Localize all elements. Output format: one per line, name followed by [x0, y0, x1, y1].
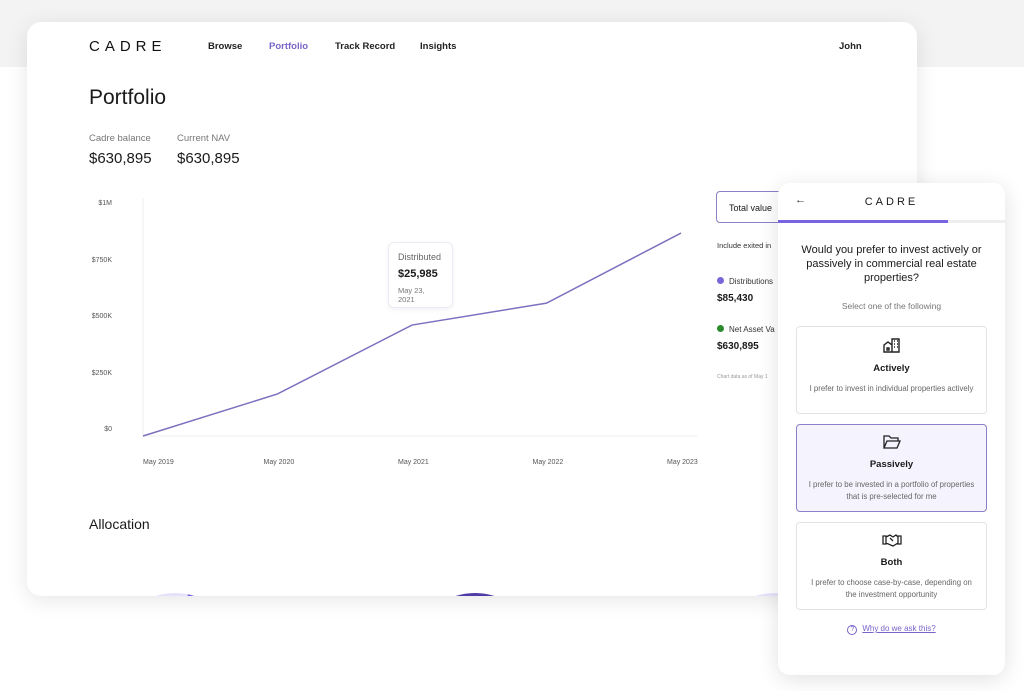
portfolio-line-chart	[142, 198, 697, 437]
question-circle-icon: ?	[847, 625, 858, 635]
select-value: Total value	[729, 203, 773, 213]
nav-track-record[interactable]: Track Record	[335, 41, 396, 52]
y-tick-label: $0	[104, 426, 112, 433]
progress-bar	[778, 220, 1005, 223]
x-tick-label: May 2019	[143, 459, 174, 466]
page-title: Portfolio	[89, 86, 167, 109]
question-subtitle: Select one of the following	[841, 301, 942, 311]
stat-value: $630,895	[89, 150, 152, 167]
legend-dot	[717, 277, 724, 284]
y-tick-label: $1M	[98, 200, 112, 207]
back-arrow-icon[interactable]: ←	[795, 194, 806, 206]
option-title: Passively	[869, 459, 914, 470]
buildings-icon	[882, 338, 900, 353]
y-tick-label: $500K	[91, 313, 112, 320]
stat-value: $630,895	[177, 150, 240, 167]
allocation-title: Allocation	[89, 516, 150, 532]
include-exited-toggle-label[interactable]: Include exited in	[717, 241, 772, 250]
x-tick-label: May 2021	[398, 459, 429, 466]
legend-value: $630,895	[717, 341, 759, 352]
option-passively[interactable]: Passively I prefer to be invested in a p…	[796, 424, 987, 512]
nav-insights[interactable]: Insights	[420, 41, 457, 52]
option-both[interactable]: Both I prefer to choose case-by-case, de…	[796, 522, 987, 610]
help-link[interactable]: ? Why do we ask this?	[778, 624, 1005, 635]
help-link-text[interactable]: Why do we ask this?	[862, 624, 936, 633]
option-title: Actively	[873, 363, 910, 374]
y-tick-label: $750K	[91, 256, 112, 264]
chart-note: Chart data as of May 1	[717, 374, 768, 380]
legend-label: Distributions	[729, 277, 774, 286]
stat-label: Cadre balance	[89, 133, 151, 144]
x-tick-label: May 2022	[532, 459, 564, 466]
progress-fill	[778, 220, 949, 223]
chart-tooltip: Distributed $25,985 May 23, 2021	[388, 242, 453, 308]
folder-icon	[882, 435, 901, 449]
option-description: I prefer to be invested in a portfolio o…	[808, 480, 975, 501]
x-tick-label: May 2023	[667, 459, 698, 466]
option-title: Both	[880, 557, 903, 568]
tooltip-label: Distributed	[398, 252, 442, 262]
nav-browse[interactable]: Browse	[208, 41, 243, 52]
tooltip-value: $25,985	[398, 268, 438, 280]
option-description: I prefer to choose case-by-case, dependi…	[811, 578, 972, 599]
modal-logo: CADRE	[864, 196, 919, 208]
option-actively[interactable]: Actively I prefer to invest in individua…	[796, 326, 987, 414]
onboarding-modal: ← CADRE Would you prefer to invest activ…	[778, 183, 1005, 675]
option-description: I prefer to invest in individual propert…	[809, 384, 974, 393]
legend-distributions: Distributions	[717, 277, 773, 286]
legend-label: Net Asset Va	[729, 325, 775, 334]
nav-portfolio[interactable]: Portfolio	[269, 41, 309, 52]
portfolio-window: CADRE Browse Portfolio Track Record Insi…	[27, 22, 917, 596]
tooltip-date: May 23, 2021	[398, 286, 425, 304]
legend-dot	[717, 325, 724, 332]
y-tick-label: $250K	[91, 369, 112, 377]
stat-label: Current NAV	[177, 133, 231, 144]
legend-value: $85,430	[717, 293, 754, 304]
x-tick-label: May 2020	[263, 459, 295, 466]
question-text: Would you prefer to invest actively or p…	[801, 244, 982, 284]
handshake-icon	[881, 534, 902, 547]
legend-nav: Net Asset Va	[717, 325, 775, 334]
user-menu[interactable]: John	[839, 41, 862, 52]
cadre-logo[interactable]: CADRE	[89, 38, 167, 55]
